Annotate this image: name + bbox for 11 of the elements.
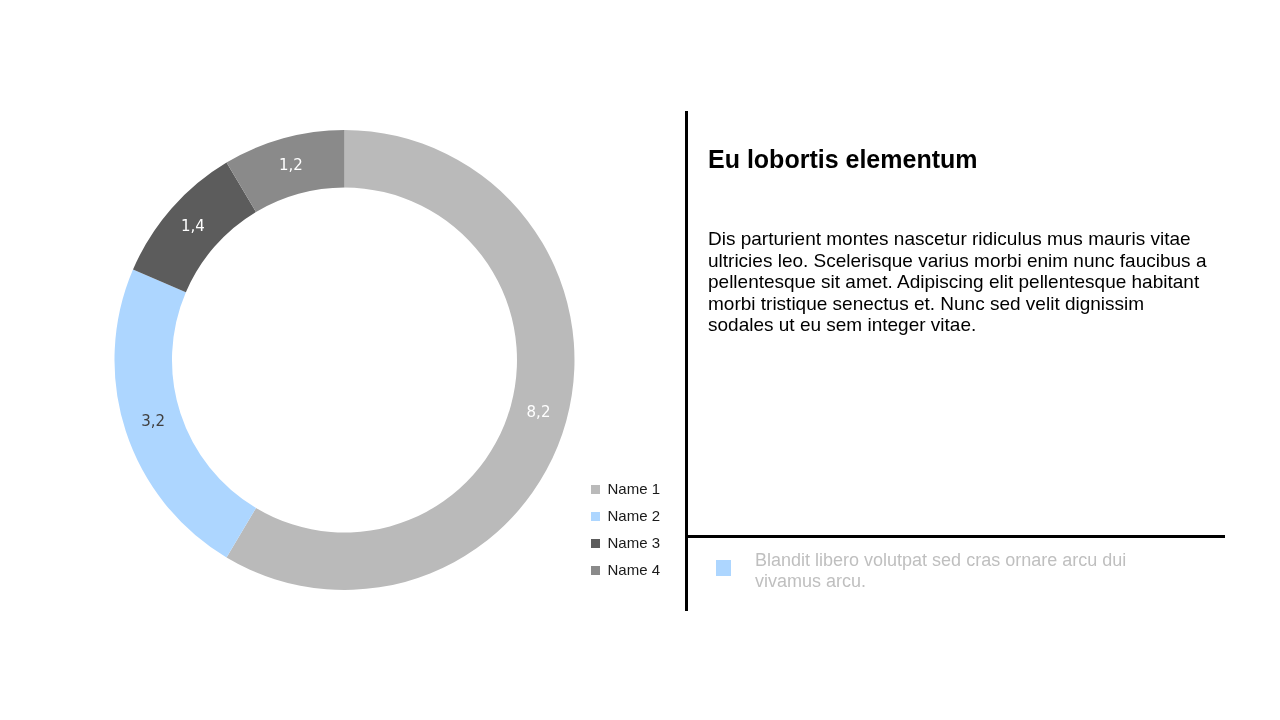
legend-label: Name 3 — [607, 533, 661, 551]
legend-label: Name 1 — [607, 479, 661, 497]
data-label: 1,2 — [279, 155, 303, 174]
legend-label: Name 4 — [607, 560, 661, 578]
data-label: 8,2 — [526, 403, 551, 422]
data-label: 3,2 — [141, 412, 166, 431]
text: Dis parturient montes nascetur ridiculus mus mauris vitae ultricies leo. Scelerisque varius morbi enim nunc faucibus a pellentesque sit amet. Adipiscing elit pellentesque habitant morbi tristique senectus et. Nunc sed velit dignissim sodales ut eu sem integer vitae. — [708, 228, 1208, 336]
legend-label: Name 2 — [607, 506, 661, 524]
data-label: 1,4 — [181, 217, 205, 236]
text: Blandit libero volutpat sed cras ornare arcu dui vivamus arcu. — [755, 550, 1128, 592]
text: Eu lobortis elementum — [708, 144, 978, 174]
